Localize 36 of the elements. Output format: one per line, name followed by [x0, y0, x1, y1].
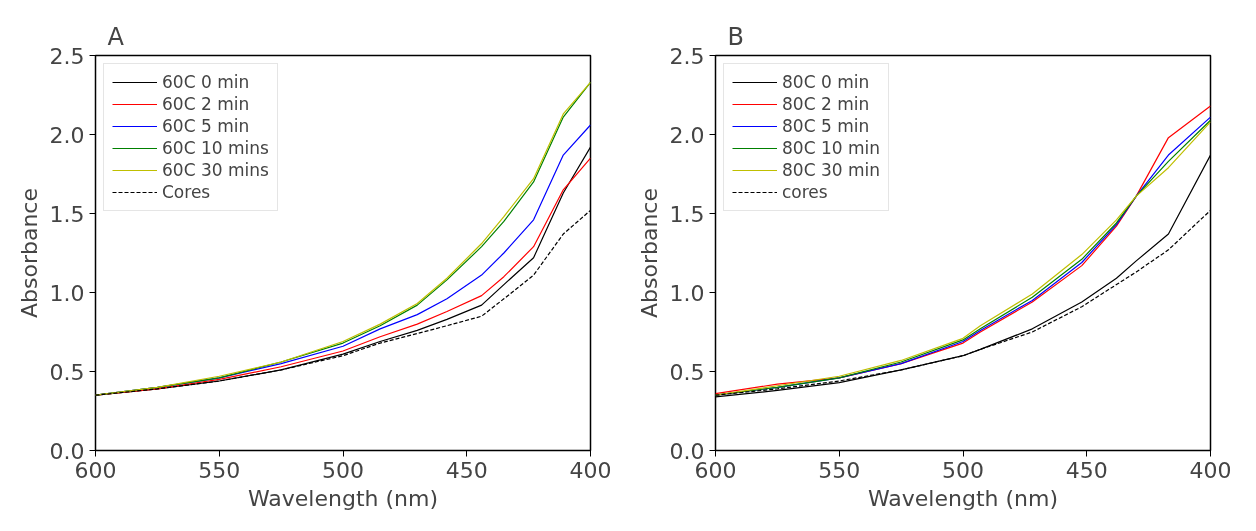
- x-tick-label: 550: [198, 457, 241, 483]
- y-tick-label: 2.5: [49, 43, 85, 69]
- y-axis-title: Absorbance: [16, 187, 42, 318]
- x-axis-title: Wavelength (nm): [247, 485, 439, 511]
- legend-label: 80C 0 min: [782, 72, 870, 92]
- x-tick-label: 400: [1189, 457, 1232, 483]
- chart-title: B: [727, 22, 744, 51]
- legend-label: 60C 0 min: [162, 72, 250, 92]
- y-axis-title: Absorbance: [636, 187, 662, 318]
- y-tick-label: 2.0: [49, 122, 85, 148]
- y-tick-label: 2.5: [669, 43, 705, 69]
- y-tick-label: 1.0: [669, 280, 705, 306]
- y-tick-label: 0.5: [49, 359, 85, 385]
- y-tick-label: 1.5: [49, 201, 85, 227]
- x-tick-label: 550: [818, 457, 861, 483]
- x-tick-label: 500: [322, 457, 364, 483]
- y-tick-label: 0.5: [669, 359, 705, 385]
- x-tick-label: 450: [1065, 457, 1108, 483]
- legend-label: 60C 10 mins: [162, 138, 269, 158]
- legend-label: 80C 30 min: [782, 160, 880, 180]
- y-tick-label: 1.5: [669, 201, 705, 227]
- x-tick-label: 400: [569, 457, 612, 483]
- legend-label: 60C 5 min: [162, 116, 250, 136]
- y-tick-label: 1.0: [49, 280, 85, 306]
- legend-label: 80C 5 min: [782, 116, 870, 136]
- chart-title: A: [107, 22, 125, 51]
- legend-label: 80C 10 min: [782, 138, 880, 158]
- legend-label: 80C 2 min: [782, 94, 870, 114]
- legend-label: 60C 30 mins: [162, 160, 269, 180]
- x-tick-label: 450: [445, 457, 488, 483]
- legend-label: 60C 2 min: [162, 94, 250, 114]
- legend-label: cores: [782, 182, 828, 202]
- legend-label: Cores: [162, 182, 211, 202]
- y-tick-label: 2.0: [669, 122, 705, 148]
- x-axis-title: Wavelength (nm): [867, 485, 1059, 511]
- x-tick-label: 500: [942, 457, 984, 483]
